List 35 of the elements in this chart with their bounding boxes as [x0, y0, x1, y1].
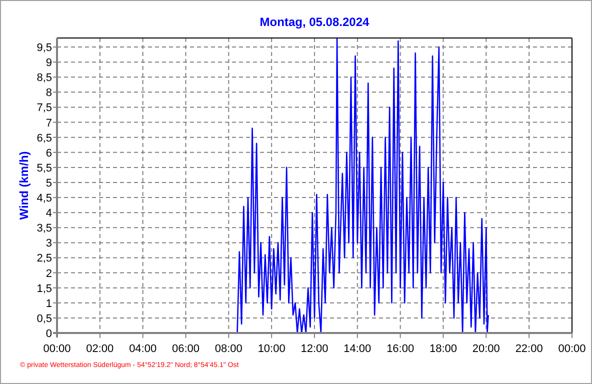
x-tick-label: 08:00: [214, 343, 242, 355]
y-tick-label: 7: [46, 117, 52, 130]
y-tick-label: 6,5: [36, 132, 52, 144]
y-tick-label: 3,5: [36, 222, 52, 235]
x-tick-label: 14:00: [344, 343, 372, 355]
y-tick-label: 9: [46, 57, 52, 70]
y-tick-label: 0,5: [36, 312, 52, 325]
x-tick-label: 00:00: [558, 343, 586, 355]
y-axis-title: Wind (km/h): [17, 151, 31, 220]
y-tick-label: 8: [46, 87, 52, 100]
x-tick-label: 18:00: [429, 343, 458, 355]
y-tick-label: 0: [46, 328, 52, 340]
y-tick-label: 4,5: [36, 192, 52, 205]
y-tick-label: 6: [46, 147, 52, 160]
y-tick-label: 2: [46, 268, 52, 280]
y-tick-label: 9,5: [36, 42, 52, 54]
x-tick-label: 10:00: [258, 343, 286, 355]
y-tick-label: 1,5: [36, 282, 52, 295]
y-tick-label: 3: [46, 238, 52, 250]
x-tick-label: 12:00: [300, 343, 328, 355]
y-tick-label: 7,5: [36, 102, 52, 114]
y-tick-label: 2,5: [36, 252, 52, 265]
y-tick-label: 1: [46, 298, 52, 310]
y-tick-label: 4: [46, 208, 52, 220]
x-tick-label: 04:00: [129, 343, 157, 355]
x-tick-label: 02:00: [86, 343, 114, 355]
chart-title: Montag, 05.08.2024: [260, 15, 370, 29]
y-tick-label: 8,5: [36, 72, 52, 84]
y-tick-label: 5: [46, 177, 52, 190]
x-tick-label: 06:00: [172, 343, 200, 355]
x-tick-label: 22:00: [515, 343, 543, 355]
x-tick-label: 00:00: [43, 343, 71, 355]
y-tick-label: 5,5: [36, 162, 52, 174]
x-tick-label: 20:00: [472, 343, 500, 355]
x-tick-label: 16:00: [386, 343, 414, 355]
